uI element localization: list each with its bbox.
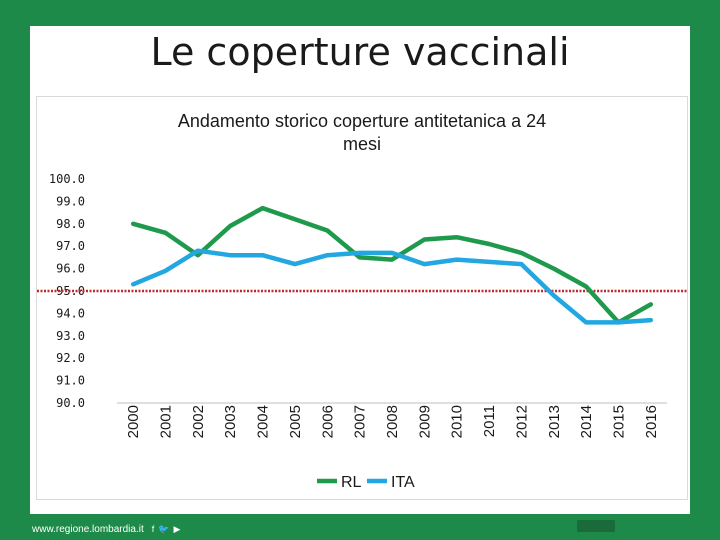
y-tick-label: 94.0 xyxy=(56,306,85,320)
legend-label-ita: ITA xyxy=(391,474,415,491)
x-tick-label: 2015 xyxy=(610,405,627,438)
x-tick-label: 2008 xyxy=(384,405,401,438)
legend-label-rl: RL xyxy=(341,474,362,491)
x-tick-label: 2004 xyxy=(255,405,272,438)
y-tick-label: 92.0 xyxy=(56,351,85,365)
x-tick-label: 2010 xyxy=(449,405,466,438)
y-tick-label: 90.0 xyxy=(56,396,85,410)
x-tick-label: 2009 xyxy=(416,405,433,438)
y-tick-label: 97.0 xyxy=(56,239,85,253)
y-tick-label: 99.0 xyxy=(56,194,85,208)
y-tick-label: 95.0 xyxy=(56,284,85,298)
x-tick-label: 2001 xyxy=(158,405,175,438)
decorative-tab xyxy=(577,520,615,532)
x-tick-label: 2002 xyxy=(190,405,207,438)
footer-url[interactable]: www.regione.lombardia.it xyxy=(32,523,144,535)
y-tick-label: 93.0 xyxy=(56,329,85,343)
x-tick-label: 2016 xyxy=(643,405,660,438)
y-tick-label: 98.0 xyxy=(56,217,85,231)
x-tick-label: 2005 xyxy=(287,405,304,438)
line-chart: Andamento storico coperture antitetanica… xyxy=(37,111,687,491)
series-line-ita xyxy=(130,248,654,325)
slide: Le coperture vaccinali Andamento storico… xyxy=(30,26,690,532)
chart-title-line: mesi xyxy=(343,134,381,154)
x-tick-label: 2000 xyxy=(125,405,142,438)
x-tick-label: 2012 xyxy=(513,405,530,438)
y-tick-label: 96.0 xyxy=(56,262,85,276)
youtube-icon[interactable]: ▶ xyxy=(173,524,181,534)
x-tick-label: 2007 xyxy=(352,405,369,438)
chart-frame: Andamento storico coperture antitetanica… xyxy=(36,96,688,500)
x-tick-label: 2014 xyxy=(578,405,595,438)
y-tick-label: 100.0 xyxy=(49,172,85,186)
social-icons: f 🐦 ▶ xyxy=(152,524,181,534)
facebook-icon[interactable]: f xyxy=(151,524,155,534)
slide-title: Le coperture vaccinali xyxy=(150,30,570,74)
twitter-icon[interactable]: 🐦 xyxy=(158,524,170,534)
x-tick-label: 2013 xyxy=(546,405,563,438)
footer: www.regione.lombardia.it f 🐦 ▶ xyxy=(32,520,180,538)
y-tick-label: 91.0 xyxy=(56,374,85,388)
series-line-rl xyxy=(130,205,654,325)
chart-title-line: Andamento storico coperture antitetanica… xyxy=(178,111,546,131)
x-tick-label: 2006 xyxy=(319,405,336,438)
x-tick-label: 2011 xyxy=(481,405,498,437)
x-tick-label: 2003 xyxy=(222,405,239,438)
